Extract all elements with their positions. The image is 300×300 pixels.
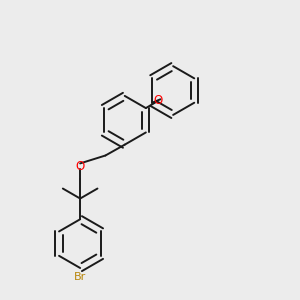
Text: Br: Br: [74, 272, 86, 282]
Text: O: O: [153, 94, 163, 107]
Text: O: O: [76, 160, 85, 173]
